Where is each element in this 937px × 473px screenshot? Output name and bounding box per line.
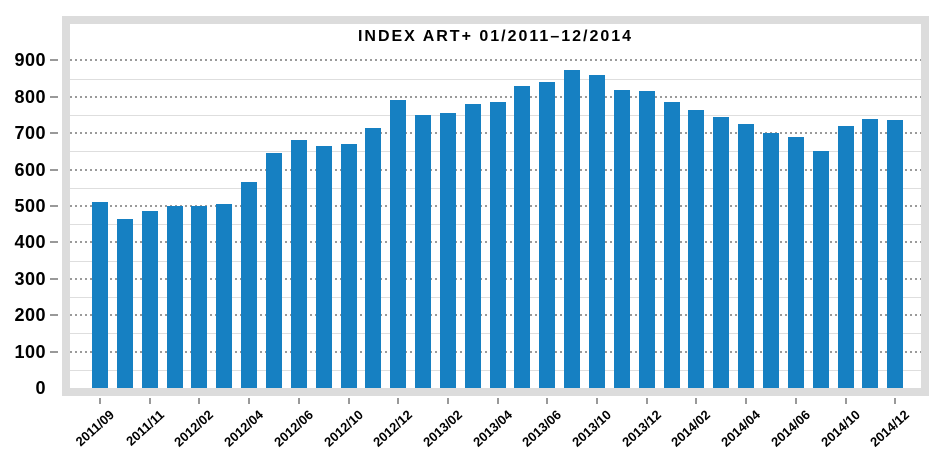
x-axis-label: 2013/12 xyxy=(618,407,664,450)
y-axis-tick xyxy=(50,95,58,98)
x-axis-tick xyxy=(297,398,300,404)
bar xyxy=(241,182,258,388)
bar xyxy=(265,153,282,388)
x-axis-tick xyxy=(844,398,847,404)
bar xyxy=(738,124,755,388)
x-axis-label: 2011/11 xyxy=(122,407,167,449)
y-axis-tick xyxy=(50,59,58,62)
bar xyxy=(439,113,456,388)
y-axis-label: 0 xyxy=(35,378,46,398)
x-axis-tick xyxy=(347,398,350,404)
plot-area xyxy=(70,24,921,388)
bar xyxy=(663,102,680,388)
y-axis-label: 900 xyxy=(14,50,46,71)
bar xyxy=(539,82,556,388)
y-axis-tick xyxy=(50,314,58,317)
bar xyxy=(216,204,233,388)
x-axis-tick xyxy=(99,398,101,404)
x-axis-tick xyxy=(198,398,201,404)
x-axis-tick xyxy=(496,398,499,404)
bar xyxy=(589,74,605,388)
bar xyxy=(415,115,432,388)
x-axis-label: 2013/02 xyxy=(419,407,465,450)
y-axis-label: 400 xyxy=(14,232,46,253)
bar xyxy=(787,136,804,388)
bar xyxy=(315,145,332,388)
x-axis-label: 2013/06 xyxy=(519,407,565,450)
x-axis-label: 2013/10 xyxy=(569,407,615,450)
chart-title: INDEX ART+ 01/2011–12/2014 xyxy=(357,28,634,45)
y-axis-tick xyxy=(50,205,58,207)
plot-frame xyxy=(62,16,929,396)
bar xyxy=(812,151,829,388)
y-axis-tick xyxy=(50,132,58,135)
y-axis-label: 800 xyxy=(14,86,46,107)
x-axis-tick xyxy=(894,398,897,404)
bar xyxy=(688,109,705,388)
x-axis-tick xyxy=(397,398,400,404)
y-axis-label: 500 xyxy=(14,196,46,216)
x-axis-label: 2014/10 xyxy=(817,407,863,450)
bar xyxy=(166,206,183,388)
bar xyxy=(489,102,506,388)
bar xyxy=(116,218,133,388)
bar xyxy=(290,140,307,388)
x-axis-label: 2014/04 xyxy=(718,407,764,450)
x-axis-tick xyxy=(794,398,797,404)
bar xyxy=(713,116,730,388)
y-axis-tick xyxy=(50,350,58,353)
x-axis-tick xyxy=(645,398,648,404)
y-axis-label: 700 xyxy=(14,123,46,144)
major-gridline xyxy=(70,59,921,62)
x-axis-tick xyxy=(695,398,698,404)
x-axis-label: 2012/04 xyxy=(221,407,267,450)
minor-gridline xyxy=(70,78,921,80)
y-axis-tick xyxy=(50,277,58,280)
bar xyxy=(141,211,158,388)
x-axis-label: 2012/06 xyxy=(270,407,316,450)
bar xyxy=(762,133,779,388)
bar xyxy=(613,89,630,388)
x-axis-tick xyxy=(248,398,251,404)
x-axis-label: 2012/12 xyxy=(370,407,416,450)
x-axis-tick xyxy=(148,398,151,404)
x-axis-label: 2014/12 xyxy=(867,407,913,450)
x-axis-label: 2014/02 xyxy=(668,407,714,450)
bar xyxy=(887,120,904,388)
bar xyxy=(365,127,382,388)
y-axis-label: 600 xyxy=(14,159,46,180)
bar xyxy=(837,125,854,388)
bar xyxy=(514,85,531,388)
bar xyxy=(464,104,481,388)
major-gridline xyxy=(70,95,921,98)
x-axis-label: 2012/10 xyxy=(320,407,366,450)
x-axis-tick xyxy=(446,398,449,404)
bar xyxy=(564,69,581,388)
x-axis-label: 2011/09 xyxy=(72,407,118,450)
bar xyxy=(638,91,655,388)
bar xyxy=(92,202,108,388)
x-axis-tick xyxy=(745,398,748,404)
x-axis-tick xyxy=(596,398,598,404)
bar xyxy=(191,206,208,388)
bar xyxy=(340,144,357,388)
y-axis-label: 300 xyxy=(14,268,46,289)
x-axis-label: 2013/04 xyxy=(469,407,515,450)
x-axis-label: 2012/02 xyxy=(171,407,217,450)
y-axis-label: 200 xyxy=(14,305,46,326)
y-axis-tick xyxy=(50,241,58,244)
y-axis-label: 100 xyxy=(14,341,46,362)
y-axis-tick xyxy=(50,168,58,171)
x-axis-label: 2014/06 xyxy=(767,407,813,450)
bar xyxy=(390,100,407,388)
x-axis-tick xyxy=(546,398,549,404)
bar xyxy=(862,118,879,388)
